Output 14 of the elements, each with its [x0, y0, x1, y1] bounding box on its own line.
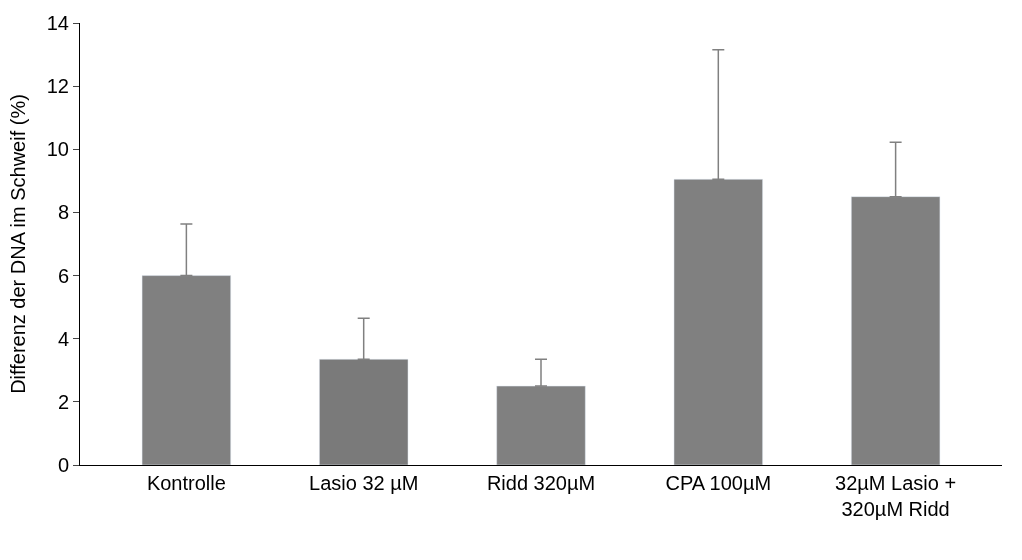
y-axis-title: Differenz der DNA im Schweif (%): [7, 94, 30, 394]
y-tick-label: 12: [46, 75, 69, 98]
x-tick-label: Ridd 320µM: [486, 472, 596, 494]
y-tick-label: 6: [57, 264, 69, 287]
x-tick-label: Kontrolle: [146, 472, 226, 494]
x-tick-label: Lasio 32 µM: [309, 472, 419, 494]
y-tick-label: 2: [57, 390, 69, 413]
y-tick-label: 0: [57, 454, 69, 476]
y-tick-label: 14: [46, 12, 69, 34]
y-tick-label: 10: [46, 138, 69, 161]
x-tick-label: CPA 100µM: [665, 472, 772, 494]
x-tick-label: 32µM Lasio + 320µM Ridd: [835, 472, 957, 520]
y-tick-label: 8: [57, 201, 69, 224]
y-tick-label: 4: [57, 327, 69, 350]
